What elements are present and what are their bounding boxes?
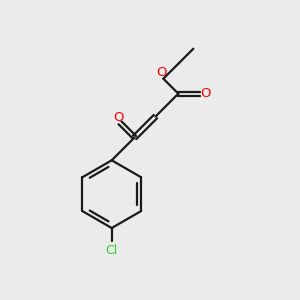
Text: O: O <box>113 111 124 124</box>
Text: O: O <box>157 66 167 79</box>
Text: Cl: Cl <box>106 244 118 257</box>
Text: O: O <box>200 87 211 100</box>
